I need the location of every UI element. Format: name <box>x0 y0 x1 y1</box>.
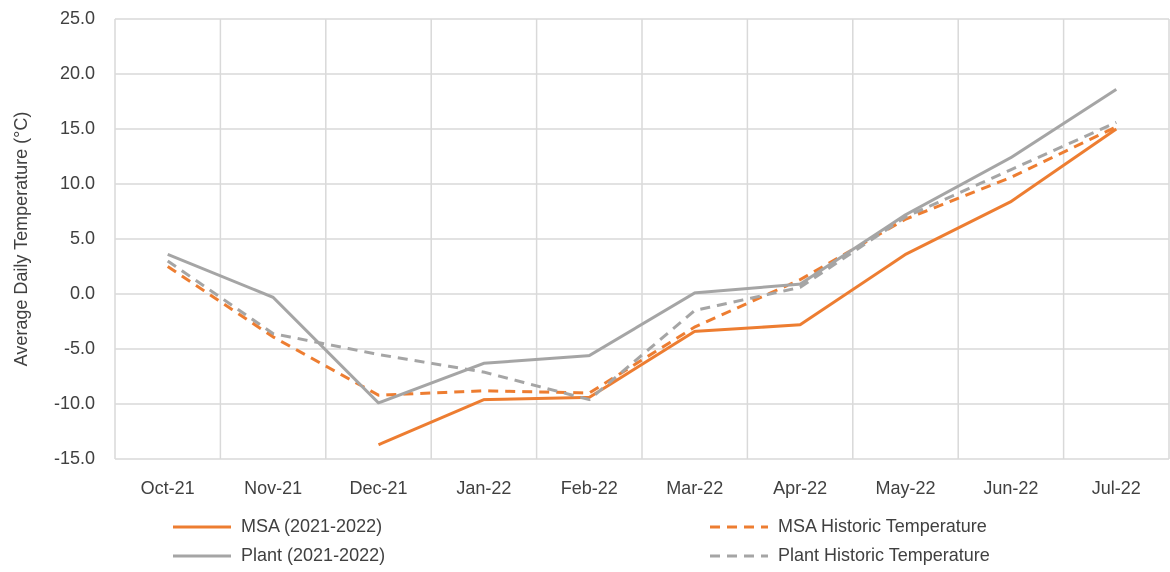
y-tick-label: -10.0 <box>54 393 95 413</box>
legend-label: Plant (2021-2022) <box>241 545 385 565</box>
y-tick-label: 5.0 <box>70 228 95 248</box>
y-axis-title: Average Daily Temperature (°C) <box>11 112 31 367</box>
y-tick-label: 20.0 <box>60 63 95 83</box>
y-tick-label: -15.0 <box>54 448 95 468</box>
legend-label: Plant Historic Temperature <box>778 545 990 565</box>
x-tick-label: Mar-22 <box>666 478 723 498</box>
y-tick-label: 25.0 <box>60 8 95 28</box>
x-tick-label: Feb-22 <box>561 478 618 498</box>
series-line <box>166 125 1117 397</box>
x-tick-label: Jul-22 <box>1092 478 1141 498</box>
legend-label: MSA Historic Temperature <box>778 516 987 536</box>
y-tick-label: 10.0 <box>60 173 95 193</box>
x-tick-label: Apr-22 <box>773 478 827 498</box>
legend-label: MSA (2021-2022) <box>241 516 382 536</box>
y-tick-label: 0.0 <box>70 283 95 303</box>
series-line <box>167 88 1118 405</box>
x-tick-label: Jan-22 <box>456 478 511 498</box>
x-tick-label: Jun-22 <box>983 478 1038 498</box>
x-tick-label: Dec-21 <box>349 478 407 498</box>
y-tick-label: -5.0 <box>64 338 95 358</box>
y-tick-label: 15.0 <box>60 118 95 138</box>
x-tick-label: Nov-21 <box>244 478 302 498</box>
series-line <box>377 127 1118 447</box>
x-tick-label: May-22 <box>875 478 935 498</box>
x-tick-label: Oct-21 <box>141 478 195 498</box>
